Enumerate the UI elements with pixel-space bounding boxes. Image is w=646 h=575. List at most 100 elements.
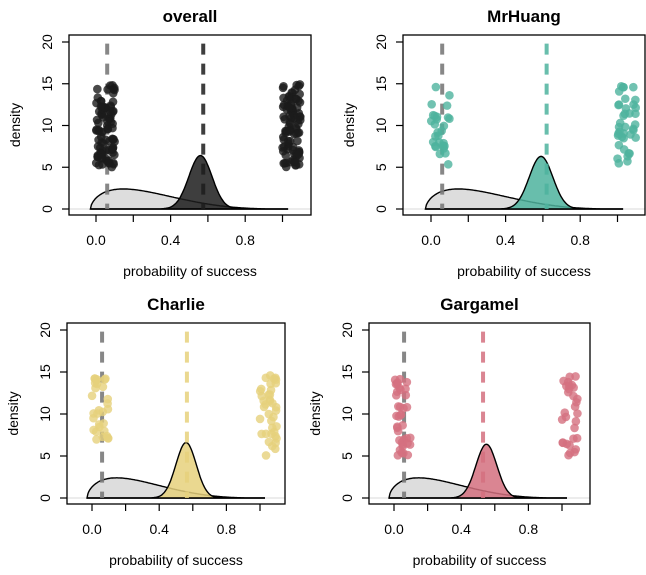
outcome-point-0 [92,98,101,108]
outcome-point-0 [94,160,104,170]
outcome-point-0 [445,91,454,100]
outcome-point-0 [433,128,442,137]
outcome-point-0 [402,377,412,387]
y-axis-label: density [7,103,23,147]
outcome-point-0 [110,85,119,95]
panel-title: Charlie [147,295,205,314]
y-tick-label: 20 [37,322,53,338]
outcome-point-0 [392,423,402,433]
outcome-point-1 [269,412,278,422]
outcome-point-1 [565,440,574,450]
panel-title: overall [163,7,218,26]
panel-mrhuang: MrHuang 0.0 0.4 0.8 probability of success 0 5… [341,7,646,279]
outcome-point-1 [294,81,304,91]
outcome-point-0 [395,435,404,445]
outcome-point-0 [431,142,441,152]
outcome-point-1 [278,83,288,93]
outcome-point-0 [426,116,436,126]
y-tick-label: 20 [373,34,389,50]
outcome-point-1 [285,127,294,136]
outcome-point-0 [439,141,448,151]
outcome-point-0 [439,121,449,131]
outcome-point-1 [565,372,575,382]
outcome-point-1 [261,451,271,460]
y-tick-label: 20 [39,34,55,50]
x-tick-label: 0.0 [82,521,102,537]
outcome-point-1 [271,378,281,388]
outcome-point-0 [443,113,453,122]
outcome-point-0 [93,84,102,94]
outcome-point-0 [94,406,104,415]
outcome-point-0 [103,404,113,414]
panel-charlie: Charlie 0.0 0.4 0.8 probability of success 0 5… [5,295,286,568]
outcome-point-0 [94,135,103,145]
outcome-point-1 [256,384,266,394]
x-axis-label: probability of success [123,263,257,279]
y-tick-label: 0 [39,205,55,213]
panel-title: Gargamel [440,295,518,314]
y-tick-label: 0 [339,494,355,502]
outcome-point-1 [281,150,291,160]
outcome-point-1 [294,149,304,159]
posterior-density-curve [425,155,624,210]
x-axis-label: probability of success [109,552,243,568]
y-axis-label: density [341,103,357,147]
outcome-point-1 [295,98,305,107]
outcome-point-0 [98,382,108,392]
outcome-point-0 [108,144,118,153]
outcome-point-1 [565,448,575,458]
outcome-point-0 [96,153,106,163]
x-tick-label: 0.4 [451,521,471,537]
x-axis-label: probability of success [457,263,591,279]
outcome-point-1 [265,390,275,399]
outcome-point-1 [572,397,581,407]
outcome-point-1 [272,434,281,443]
y-tick-label: 5 [339,452,355,460]
plot-frame [402,34,646,216]
x-tick-label: 0.8 [570,232,590,248]
y-tick-label: 10 [39,118,55,134]
outcome-point-0 [427,99,436,109]
outcome-point-1 [255,414,265,424]
outcome-point-1 [619,111,628,120]
y-tick-label: 0 [373,205,389,213]
y-tick-label: 15 [37,364,53,380]
outcome-point-0 [92,115,102,125]
y-tick-label: 20 [339,322,355,338]
outcome-point-1 [625,149,634,158]
y-tick-label: 15 [373,76,389,92]
outcome-point-0 [103,85,112,94]
outcome-point-1 [614,140,624,150]
outcome-point-0 [394,412,404,421]
outcome-point-0 [91,427,101,436]
outcome-point-1 [284,102,294,112]
x-tick-label: 0.8 [519,521,539,537]
x-tick-label: 0.4 [149,521,169,537]
y-tick-label: 5 [39,163,55,171]
outcome-point-1 [562,381,571,391]
y-tick-label: 15 [339,364,355,380]
outcome-point-1 [619,82,628,92]
outcome-point-1 [572,433,582,443]
outcome-point-1 [558,438,568,448]
outcome-point-0 [107,162,117,172]
outcome-point-1 [620,94,630,104]
outcome-point-1 [295,89,304,99]
outcome-point-0 [443,159,453,169]
outcome-point-0 [395,383,404,393]
outcome-point-1 [629,82,638,92]
outcome-point-1 [631,103,641,113]
y-tick-label: 10 [37,406,53,422]
outcome-point-1 [293,136,302,146]
outcome-point-0 [403,450,413,460]
outcome-point-1 [614,129,623,138]
y-axis-label: density [307,391,323,435]
outcome-point-1 [285,157,295,167]
y-tick-label: 5 [373,163,389,171]
outcome-point-0 [87,391,97,401]
posterior-density-curve [389,443,567,499]
posterior-density-curve [90,154,289,210]
outcome-point-0 [431,82,441,92]
x-tick-label: 0.8 [235,232,255,248]
outcome-point-0 [403,439,412,448]
